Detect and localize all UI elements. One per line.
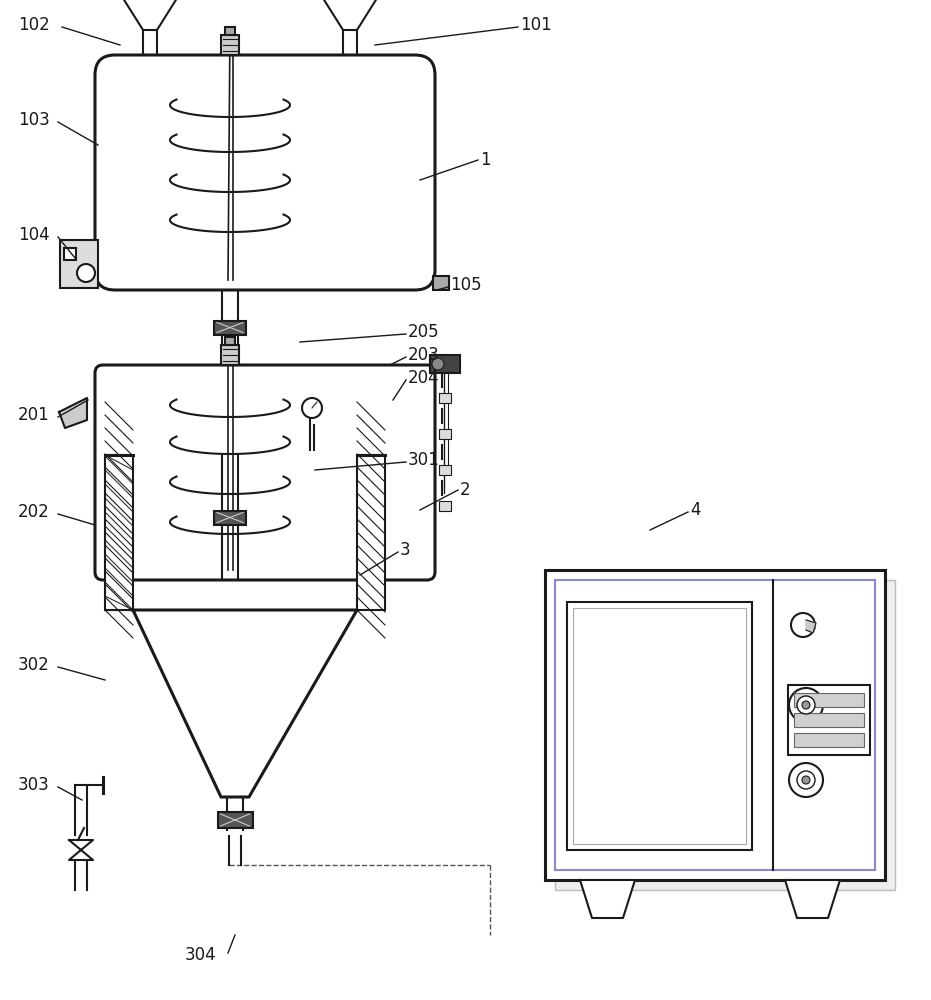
Bar (439, 501, 451, 511)
Bar (794, 693, 864, 707)
Text: 103: 103 (18, 111, 49, 129)
Circle shape (789, 688, 823, 722)
Bar (555, 580, 875, 870)
Circle shape (791, 613, 815, 637)
Bar (439, 465, 451, 475)
Text: 204: 204 (408, 369, 439, 387)
Circle shape (802, 776, 810, 784)
Polygon shape (785, 880, 840, 918)
Text: 202: 202 (18, 503, 49, 521)
Polygon shape (59, 398, 87, 428)
Bar (573, 608, 746, 844)
Text: 1: 1 (480, 151, 491, 169)
Polygon shape (121, 0, 179, 30)
Bar (221, 345, 239, 365)
Circle shape (802, 701, 810, 709)
Polygon shape (580, 880, 635, 918)
Text: 3: 3 (400, 541, 411, 559)
Bar (794, 713, 864, 727)
Bar (221, 35, 239, 55)
Bar (555, 580, 895, 890)
Text: 303: 303 (18, 776, 49, 794)
Text: 203: 203 (408, 346, 439, 364)
Bar (545, 570, 885, 880)
Text: 201: 201 (18, 406, 49, 424)
Bar (105, 455, 133, 610)
Text: 2: 2 (460, 481, 471, 499)
Circle shape (797, 696, 815, 714)
Circle shape (789, 763, 823, 797)
Text: 105: 105 (450, 276, 481, 294)
Text: 304: 304 (185, 946, 217, 964)
Bar (60, 240, 98, 288)
Text: 302: 302 (18, 656, 49, 674)
Text: 102: 102 (18, 16, 49, 34)
Bar (225, 27, 235, 35)
Bar (794, 733, 864, 747)
Bar (214, 510, 246, 524)
Circle shape (302, 398, 322, 418)
Bar (218, 812, 252, 828)
Text: 205: 205 (408, 323, 439, 341)
Circle shape (77, 264, 95, 282)
FancyBboxPatch shape (95, 55, 435, 290)
Bar (567, 602, 752, 850)
Polygon shape (806, 620, 816, 633)
Bar (214, 320, 246, 334)
Bar (430, 355, 460, 373)
Bar (788, 685, 870, 755)
Circle shape (797, 771, 815, 789)
Bar (357, 455, 385, 610)
Text: 104: 104 (18, 226, 49, 244)
Text: 301: 301 (408, 451, 439, 469)
Bar (439, 429, 451, 439)
Polygon shape (321, 0, 379, 30)
Circle shape (432, 358, 444, 370)
Bar (433, 276, 449, 290)
Bar (225, 337, 235, 345)
Bar (64, 248, 76, 260)
FancyBboxPatch shape (95, 365, 435, 580)
Text: 101: 101 (520, 16, 552, 34)
Polygon shape (69, 840, 93, 860)
Text: 4: 4 (690, 501, 700, 519)
Bar (439, 393, 451, 403)
Polygon shape (133, 610, 357, 797)
